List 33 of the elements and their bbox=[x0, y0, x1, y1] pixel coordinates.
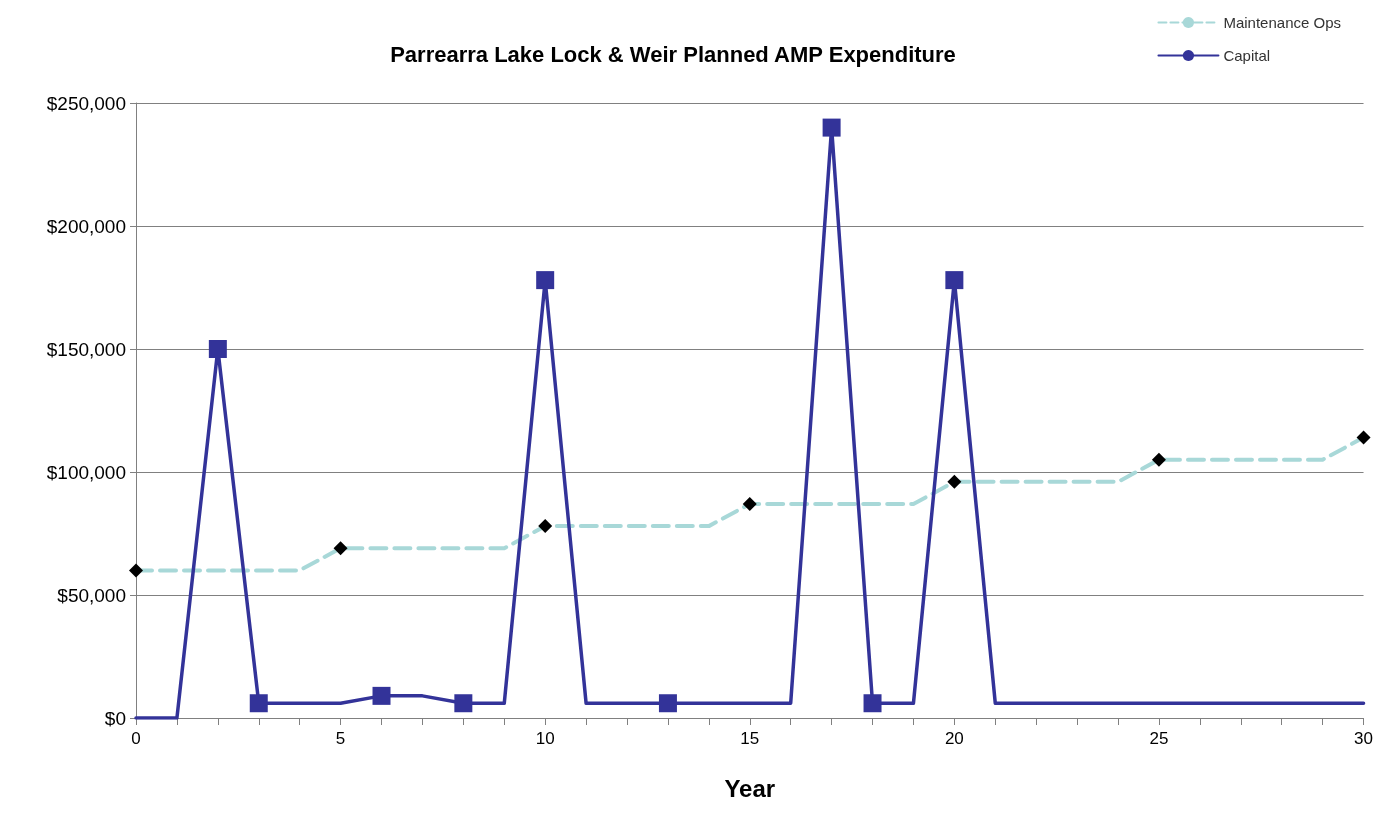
legend-label: Capital bbox=[1223, 47, 1271, 64]
point bbox=[1151, 452, 1166, 467]
point bbox=[658, 694, 677, 713]
x-tick-label: 15 bbox=[740, 729, 760, 748]
point bbox=[822, 118, 841, 137]
y-tick-label: $100,000 bbox=[46, 461, 126, 483]
y-tick-label: $150,000 bbox=[46, 338, 126, 360]
point bbox=[208, 340, 227, 358]
y-tick-label: $50,000 bbox=[57, 584, 126, 606]
y-tick-label: $250,000 bbox=[46, 92, 126, 114]
point bbox=[454, 694, 473, 713]
x-tick-label: 20 bbox=[944, 729, 964, 748]
point bbox=[742, 496, 757, 511]
legend-label: Maintenance Ops bbox=[1223, 14, 1342, 31]
point bbox=[863, 694, 882, 713]
x-tick-label: 10 bbox=[535, 729, 555, 748]
point bbox=[1356, 430, 1371, 445]
point bbox=[538, 519, 553, 534]
point bbox=[333, 541, 348, 556]
point bbox=[536, 271, 555, 290]
x-tick-label: 25 bbox=[1149, 729, 1169, 748]
x-tick-label: 0 bbox=[131, 729, 141, 748]
x-tick-label: 30 bbox=[1354, 729, 1374, 748]
point bbox=[249, 694, 268, 713]
point bbox=[947, 474, 962, 489]
point bbox=[372, 686, 391, 705]
x-tick-label: 5 bbox=[335, 729, 346, 748]
y-tick-label: $0 bbox=[104, 707, 126, 729]
point bbox=[945, 271, 964, 290]
x-axis-title: Year bbox=[724, 774, 776, 802]
point bbox=[129, 563, 143, 578]
y-tick-label: $200,000 bbox=[46, 215, 126, 237]
chart-title: Parrearra Lake Lock & Weir Planned AMP Expenditure bbox=[390, 41, 956, 67]
